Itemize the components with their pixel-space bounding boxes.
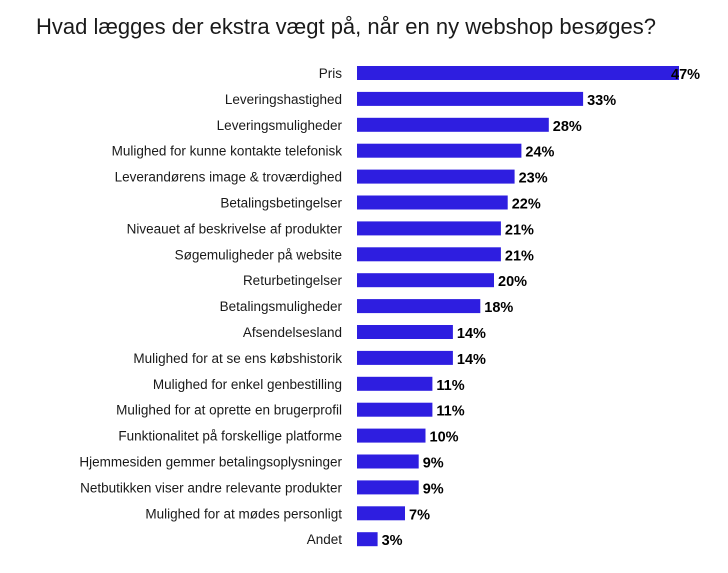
category-label: Leverandørens image & troværdighed (115, 170, 342, 185)
category-label: Søgemuligheder på website (175, 247, 342, 262)
category-label: Betalingsbetingelser (220, 196, 342, 211)
category-label: Leveringshastighed (225, 92, 342, 107)
bar (357, 169, 515, 184)
value-label: 20% (498, 274, 527, 290)
value-labels-group: 47% 33% 28% 24% 23% 22% 21% 21% 20% 18% 14% 14% 11% 1… (382, 67, 701, 549)
category-label: Afsendelsesland (243, 325, 342, 340)
chart-title: Hvad lægges der ekstra vægt på, når en n… (36, 14, 657, 39)
category-label: Funktionalitet på forskellige platforme (118, 429, 342, 444)
category-label: Returbetingelser (243, 273, 343, 288)
bar (357, 91, 584, 106)
category-label: Mulighed for kunne kontakte telefonisk (112, 144, 343, 159)
value-label: 3% (382, 533, 403, 549)
category-label: Mulighed for at oprette en brugerprofil (116, 403, 342, 418)
bar (357, 454, 419, 469)
value-label: 10% (430, 430, 459, 446)
category-label: Mulighed for at se ens købshistorik (133, 351, 342, 366)
category-label: Andet (307, 532, 343, 547)
category-label: Pris (319, 66, 342, 81)
bar (357, 143, 522, 158)
value-label: 11% (436, 378, 464, 394)
bar (357, 117, 549, 132)
value-label: 18% (484, 300, 513, 316)
bar (357, 350, 453, 365)
value-label: 21% (505, 222, 534, 238)
value-label: 47% (671, 67, 700, 83)
value-label: 9% (423, 481, 444, 497)
bar (357, 247, 501, 262)
category-label: Mulighed for enkel genbestilling (153, 377, 342, 392)
category-label: Betalingsmuligheder (220, 299, 343, 314)
value-label: 9% (423, 456, 444, 472)
value-label: 7% (409, 507, 430, 523)
value-label: 14% (457, 352, 486, 368)
value-label: 33% (587, 93, 616, 109)
bar (357, 66, 679, 80)
value-label: 23% (519, 171, 548, 187)
value-label: 21% (505, 248, 534, 264)
bar (357, 506, 405, 521)
value-label: 22% (512, 197, 541, 213)
value-label: 14% (457, 326, 486, 342)
bar (357, 532, 378, 547)
bar (357, 325, 453, 339)
bar (357, 402, 433, 417)
bars-group (357, 66, 679, 547)
category-label: Netbutikken viser andre relevante produk… (80, 480, 342, 495)
bar (357, 480, 419, 495)
bar (357, 195, 508, 210)
category-label: Leveringsmuligheder (217, 118, 343, 133)
value-label: 24% (525, 145, 554, 161)
bar (357, 299, 481, 314)
category-label: Mulighed for at mødes personligt (145, 506, 342, 521)
bar (357, 376, 433, 391)
category-label: Niveauet af beskrivelse af produkter (127, 221, 343, 236)
bar (357, 273, 494, 288)
category-label: Hjemmesiden gemmer betalingsoplysninger (79, 455, 342, 470)
bar (357, 428, 426, 443)
bar (357, 221, 501, 236)
value-label: 11% (436, 404, 464, 420)
value-label: 28% (553, 119, 582, 135)
category-labels-group: Pris Leveringshastighed Leveringsmulighede… (79, 66, 342, 547)
